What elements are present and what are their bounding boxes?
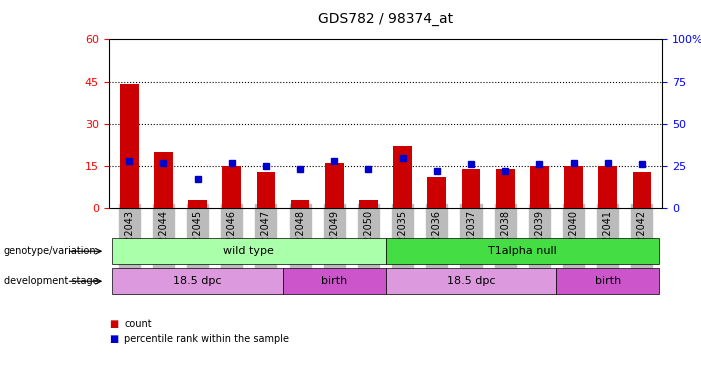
Bar <box>632 172 651 208</box>
Text: 18.5 dpc: 18.5 dpc <box>447 276 496 286</box>
Bar <box>599 166 617 208</box>
Bar <box>325 163 343 208</box>
Text: 18.5 dpc: 18.5 dpc <box>173 276 222 286</box>
Bar <box>120 84 139 208</box>
Text: birth: birth <box>594 276 621 286</box>
Text: GDS782 / 98374_at: GDS782 / 98374_at <box>318 12 453 26</box>
Text: genotype/variation: genotype/variation <box>4 246 96 256</box>
Text: wild type: wild type <box>224 246 274 256</box>
Bar <box>257 172 275 208</box>
Text: percentile rank within the sample: percentile rank within the sample <box>124 334 289 344</box>
Bar <box>291 200 309 208</box>
Text: count: count <box>124 320 151 329</box>
Text: ■: ■ <box>109 320 118 329</box>
Text: T1alpha null: T1alpha null <box>488 246 557 256</box>
Bar <box>462 169 480 208</box>
Bar <box>564 166 583 208</box>
Bar <box>154 152 172 208</box>
Text: birth: birth <box>321 276 348 286</box>
Bar <box>496 169 515 208</box>
Bar <box>222 166 241 208</box>
Text: ■: ■ <box>109 334 118 344</box>
Bar <box>393 146 412 208</box>
Bar <box>428 177 447 208</box>
Bar <box>188 200 207 208</box>
Text: development stage: development stage <box>4 276 98 286</box>
Bar <box>359 200 378 208</box>
Bar <box>530 166 549 208</box>
